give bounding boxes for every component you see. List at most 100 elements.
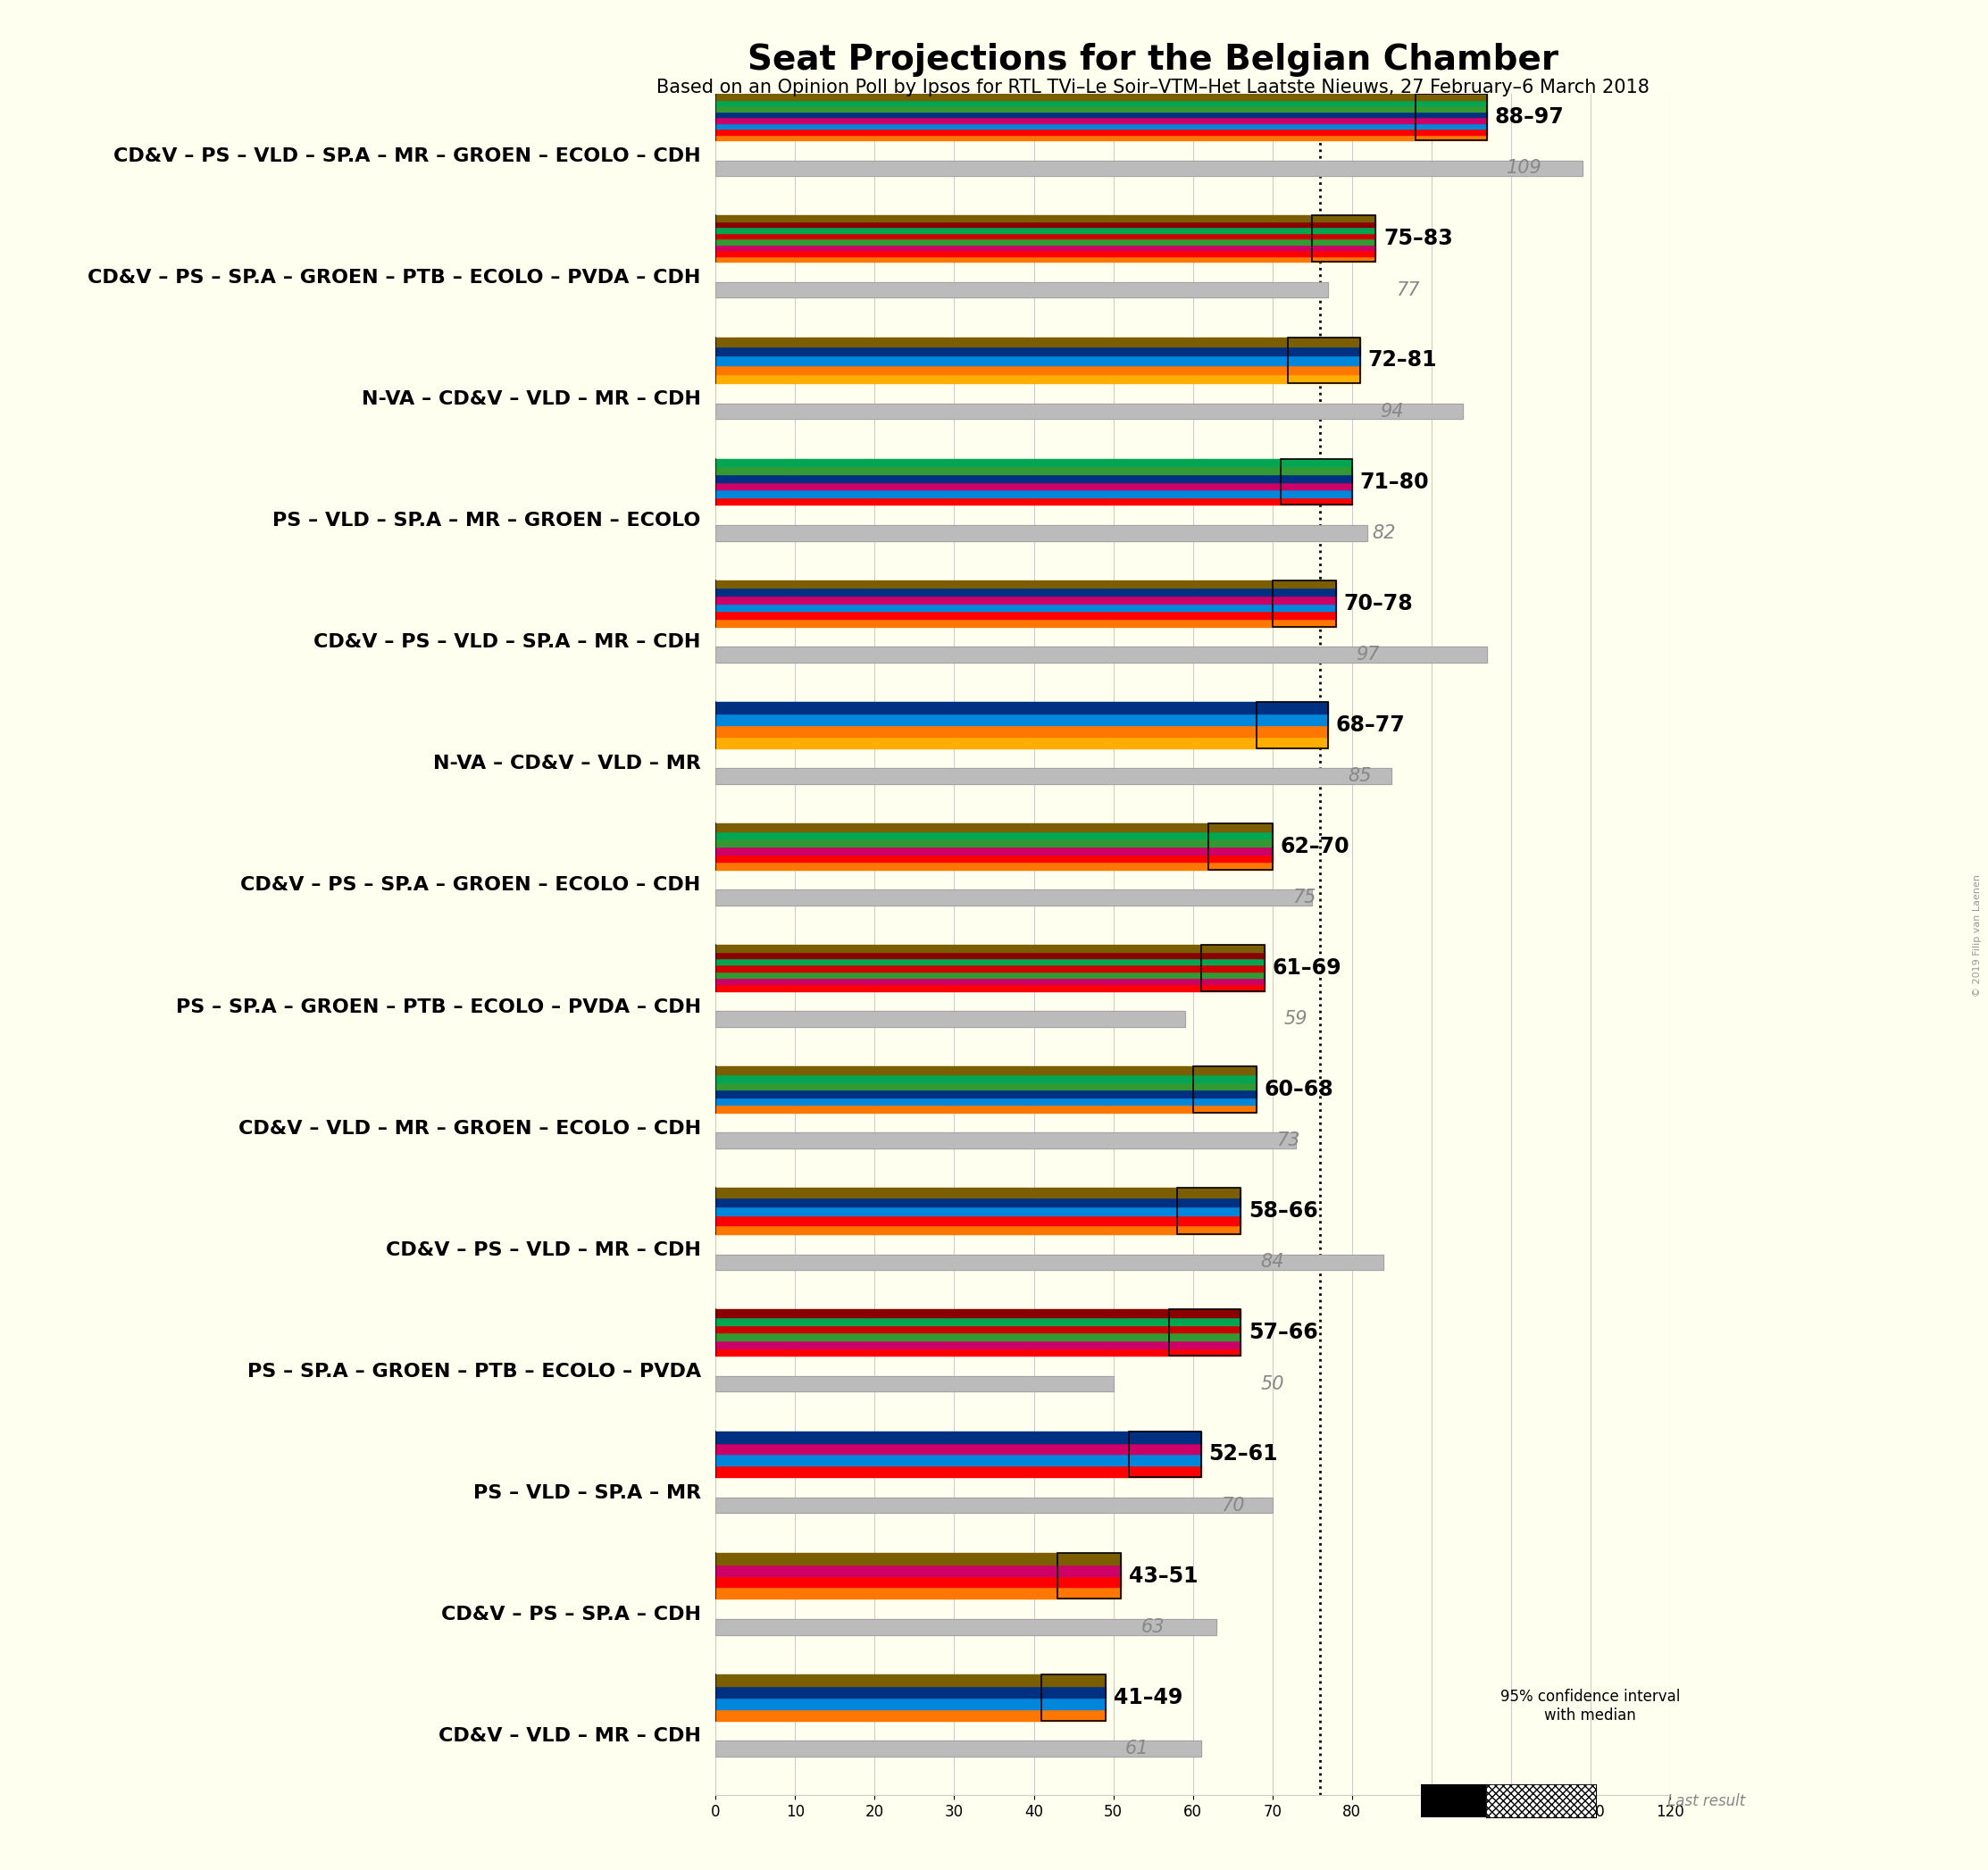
Bar (716, 1741, 1201, 1756)
Text: 88–97: 88–97 (1495, 107, 1565, 127)
Bar (716, 112, 1487, 118)
Bar (716, 282, 1328, 297)
Bar (716, 123, 1487, 129)
Bar (716, 701, 1328, 714)
Text: 41–49: 41–49 (1113, 1687, 1183, 1707)
Bar (1209, 823, 1272, 870)
Text: Based on an Opinion Poll by Ipsos for RTL TVi–Le Soir–VTM–Het Laatste Nieuws, 27: Based on an Opinion Poll by Ipsos for RT… (656, 79, 1650, 97)
Bar (716, 1563, 1121, 1576)
Bar (716, 525, 1368, 540)
Bar (1447, 94, 1487, 140)
Bar (1320, 337, 1360, 383)
Bar (716, 1090, 1256, 1098)
Bar (716, 1187, 1241, 1197)
Text: 82: 82 (1372, 524, 1396, 542)
Bar (716, 1309, 1241, 1316)
Bar (716, 490, 1352, 497)
Text: 50: 50 (1260, 1374, 1284, 1393)
Bar (716, 1255, 1384, 1270)
Bar (716, 458, 1352, 466)
Bar (716, 1444, 1201, 1455)
Bar (716, 1455, 1201, 1466)
Bar (716, 1619, 1217, 1634)
Bar (716, 965, 1264, 971)
Bar (716, 1333, 1241, 1341)
Bar (716, 1206, 1241, 1216)
Bar (716, 587, 1336, 597)
Bar (1288, 701, 1328, 748)
Bar (716, 1588, 1121, 1599)
Bar (716, 525, 1368, 540)
Bar (1344, 215, 1376, 262)
Bar (716, 1083, 1256, 1090)
Bar (1089, 1552, 1121, 1599)
Text: 73: 73 (1276, 1131, 1300, 1150)
Text: 109: 109 (1507, 159, 1543, 178)
Bar (716, 1255, 1384, 1270)
Bar (716, 346, 1360, 355)
Bar (716, 1552, 1121, 1563)
Bar (1201, 1309, 1241, 1356)
Text: Last result: Last result (1666, 1793, 1745, 1808)
Bar (716, 94, 1487, 99)
Bar (716, 1066, 1256, 1073)
Bar (716, 1674, 1105, 1687)
Text: 59: 59 (1284, 1010, 1308, 1028)
Bar (1256, 701, 1328, 748)
Bar (716, 1376, 1113, 1391)
Text: 70–78: 70–78 (1344, 593, 1413, 613)
Bar (716, 256, 1376, 262)
Bar (716, 830, 1272, 840)
Text: 68–77: 68–77 (1336, 714, 1406, 735)
Bar (1169, 1309, 1241, 1356)
Bar (716, 1431, 1201, 1444)
Text: © 2019 Filip van Laenen: © 2019 Filip van Laenen (1974, 873, 1982, 997)
Text: 95% confidence interval
with median: 95% confidence interval with median (1501, 1689, 1680, 1724)
Bar (716, 952, 1264, 957)
Text: Seat Projections for the Belgian Chamber: Seat Projections for the Belgian Chamber (747, 43, 1559, 77)
Bar (716, 129, 1487, 135)
Bar (716, 855, 1272, 862)
Text: 77: 77 (1396, 280, 1419, 299)
Bar (716, 239, 1376, 245)
Bar (716, 355, 1360, 365)
Text: 71–80: 71–80 (1360, 471, 1429, 492)
Bar (716, 647, 1487, 662)
Text: 85: 85 (1348, 767, 1372, 785)
Bar (716, 890, 1312, 905)
Bar (716, 1348, 1241, 1356)
Bar (1225, 1066, 1256, 1113)
Bar (716, 1698, 1105, 1709)
Bar (716, 1133, 1296, 1148)
Bar (716, 99, 1487, 107)
Bar (716, 1073, 1256, 1083)
Bar (716, 1498, 1272, 1513)
Bar (716, 118, 1487, 123)
Bar (716, 1341, 1241, 1348)
Text: 62–70: 62–70 (1280, 836, 1350, 856)
Bar (716, 215, 1376, 221)
Bar (716, 957, 1264, 965)
Bar (716, 971, 1264, 978)
Bar (716, 862, 1272, 870)
Text: 61: 61 (1125, 1739, 1149, 1758)
Text: 58–66: 58–66 (1248, 1201, 1318, 1221)
Bar (1209, 1187, 1241, 1234)
Text: 94: 94 (1380, 402, 1404, 421)
Bar (716, 580, 1336, 587)
Bar (716, 1687, 1105, 1698)
Bar (716, 823, 1272, 830)
Text: 75–83: 75–83 (1384, 228, 1453, 249)
Text: 75: 75 (1292, 888, 1316, 907)
Bar (716, 1326, 1241, 1333)
Bar (716, 1741, 1201, 1756)
Text: 60–68: 60–68 (1264, 1079, 1334, 1100)
Bar (716, 1012, 1185, 1027)
Text: 52–61: 52–61 (1209, 1444, 1278, 1464)
Bar (1161, 1431, 1201, 1477)
Bar (716, 1225, 1241, 1234)
Bar (716, 1216, 1241, 1225)
Bar (1042, 1674, 1105, 1720)
Bar (716, 1498, 1272, 1513)
Bar (716, 228, 1376, 234)
